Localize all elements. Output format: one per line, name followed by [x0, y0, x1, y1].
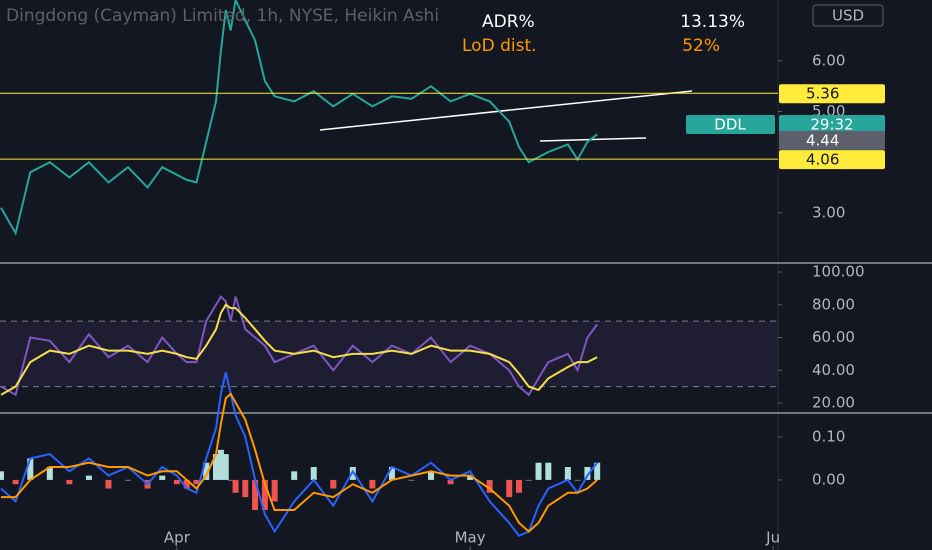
series-line — [0, 0, 598, 236]
level-tag — [779, 84, 885, 104]
y-tick-label: 40.00 — [812, 361, 855, 379]
symbol: DDL — [714, 116, 746, 134]
histogram-bar — [46, 467, 53, 480]
histogram-bar — [467, 475, 474, 480]
y-tick-label: 6.00 — [812, 51, 845, 69]
histogram-bar — [193, 479, 200, 485]
histogram-bar — [159, 475, 166, 480]
histogram-bar — [125, 479, 132, 481]
level-label: 4.06 — [806, 151, 839, 169]
annotation-label: ADR% — [482, 12, 535, 32]
histogram-bar — [574, 479, 581, 481]
trend-line — [319, 90, 693, 131]
histogram-bar — [0, 471, 4, 480]
countdown: 29:32 — [810, 116, 853, 134]
last-price-tag — [779, 130, 885, 150]
x-tick-label: Apr — [164, 529, 191, 547]
series-line — [1, 392, 598, 533]
histogram-bar — [525, 479, 532, 481]
histogram-bar — [388, 467, 395, 480]
symbol-tag — [686, 115, 775, 134]
currency[interactable]: USD — [832, 7, 864, 25]
histogram-bar — [105, 479, 112, 489]
histogram-bar — [369, 479, 376, 489]
histogram-bar — [428, 471, 435, 480]
histogram-bar — [545, 462, 552, 480]
histogram-bar — [271, 479, 278, 502]
series-line — [0, 294, 599, 397]
y-tick-label: 20.00 — [812, 393, 855, 411]
level-tag — [779, 150, 885, 170]
histogram-bar — [486, 479, 493, 493]
histogram-bar — [242, 479, 249, 498]
y-tick-label: 0.10 — [812, 427, 845, 445]
histogram-bar — [66, 479, 73, 485]
histogram-bar — [222, 454, 229, 480]
histogram-bar — [27, 458, 34, 480]
histogram-bar — [349, 467, 356, 480]
annotation-label: LoD dist. — [462, 36, 537, 56]
histogram-bar — [85, 475, 92, 480]
histogram-bar — [173, 479, 180, 485]
histogram-bar — [330, 479, 337, 489]
histogram-bar — [506, 479, 513, 498]
histogram-bar — [535, 462, 542, 480]
histogram-bar — [203, 462, 210, 480]
histogram-bar — [408, 479, 415, 481]
histogram-bar — [227, 479, 234, 481]
x-tick-label: May — [455, 529, 486, 547]
histogram-bar — [217, 449, 224, 480]
annotation-value: 13.13% — [680, 12, 745, 32]
histogram-bar — [252, 479, 259, 511]
histogram-bar — [515, 479, 522, 493]
currency-box[interactable] — [812, 4, 884, 27]
annotation-value: 52% — [682, 36, 720, 56]
histogram-bar — [213, 454, 220, 480]
histogram-bar — [594, 462, 601, 480]
series-line — [0, 303, 598, 396]
histogram-bar — [584, 467, 591, 480]
histogram-bar — [232, 479, 239, 493]
countdown-tag — [779, 115, 885, 134]
y-tick-label: 60.00 — [812, 328, 855, 346]
y-tick-label: 100.00 — [812, 263, 865, 281]
x-tick-label: Ju — [765, 529, 780, 547]
histogram-bar — [447, 479, 454, 485]
rsi-band — [0, 321, 778, 387]
y-tick-label: 0.00 — [812, 470, 845, 488]
y-tick-label: 3.00 — [812, 203, 845, 221]
histogram-bar — [310, 467, 317, 480]
histogram-bar — [12, 479, 19, 485]
histogram-bar — [183, 479, 190, 489]
y-tick-label: 80.00 — [812, 295, 855, 313]
level-label: 5.36 — [806, 85, 839, 103]
chart-title: Dingdong (Cayman) Limited, 1h, NYSE, Hei… — [6, 6, 439, 26]
last-price-label: 4.44 — [806, 131, 839, 149]
histogram-bar — [564, 467, 571, 480]
trend-line — [539, 137, 647, 142]
histogram-bar — [291, 471, 298, 480]
histogram-bar — [261, 479, 268, 511]
